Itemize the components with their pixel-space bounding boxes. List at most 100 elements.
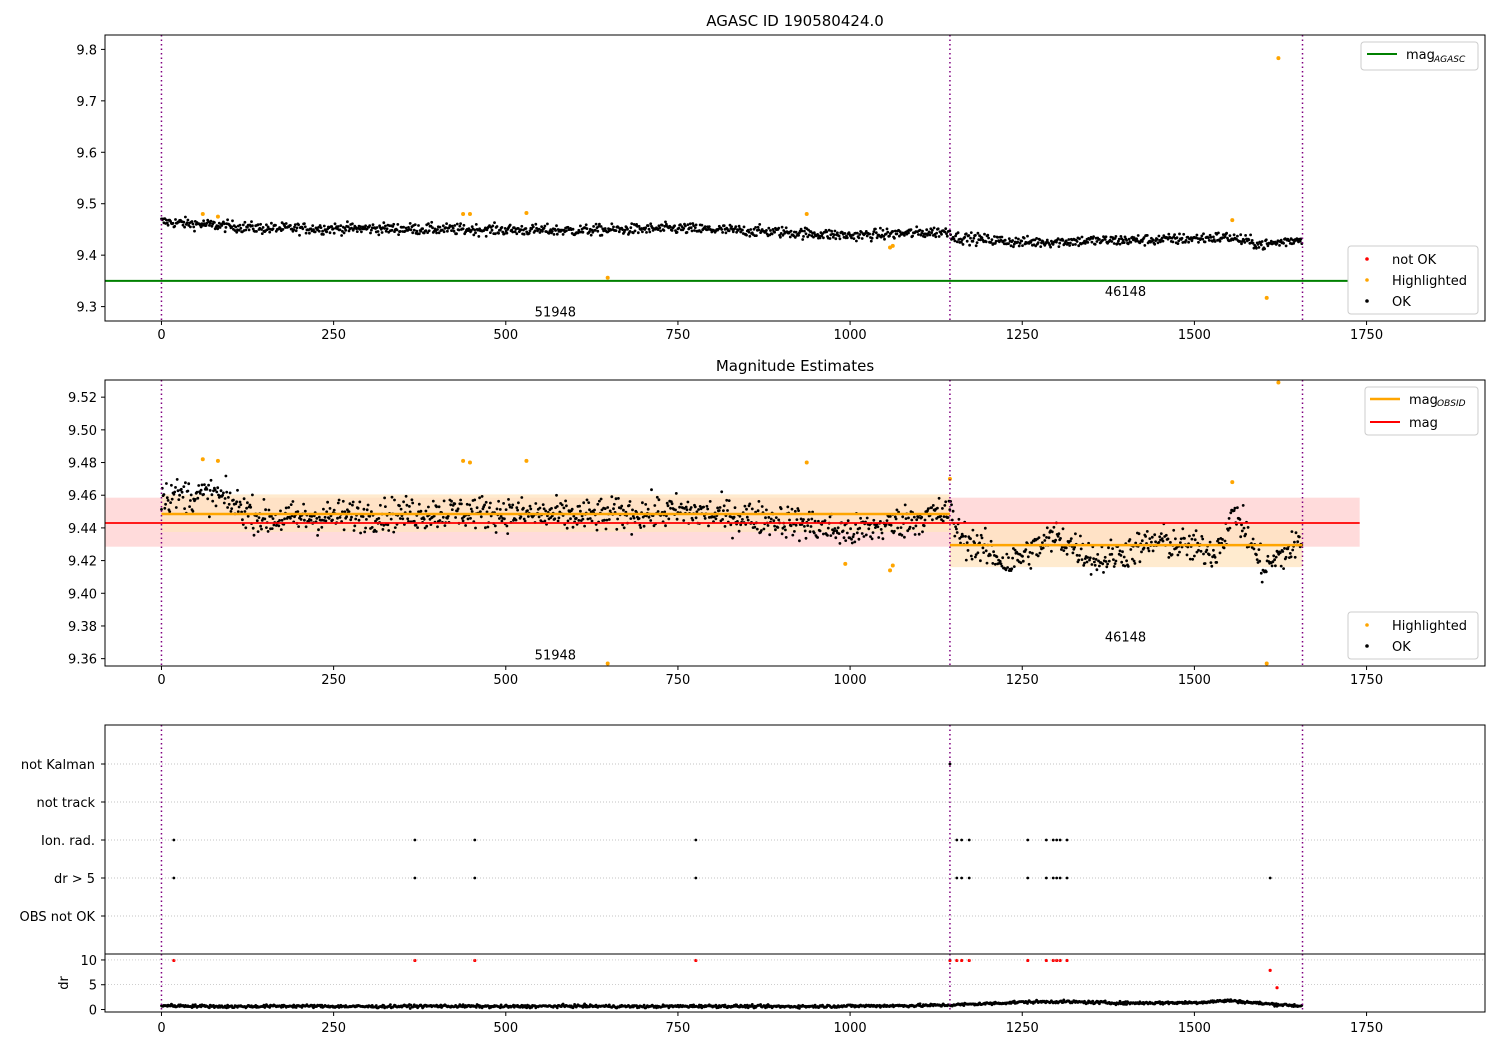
ok-point <box>351 503 354 507</box>
ok-point <box>1240 529 1244 533</box>
ok-point <box>679 502 683 506</box>
highlighted-point <box>1276 56 1281 61</box>
ok-point <box>540 225 543 229</box>
ok-point <box>1279 238 1283 242</box>
ok-point <box>774 516 778 519</box>
ok-point <box>1193 538 1197 542</box>
ok-point <box>309 227 313 231</box>
ok-point <box>542 507 546 511</box>
x-tick-label: 750 <box>666 1021 691 1036</box>
ok-point <box>1007 237 1011 241</box>
highlighted-point <box>947 476 952 481</box>
ok-point <box>474 231 477 235</box>
ok-point <box>484 234 488 238</box>
ok-point <box>641 501 644 505</box>
highlighted-point <box>524 210 529 215</box>
ok-point <box>1160 537 1164 541</box>
ok-point <box>1272 554 1276 558</box>
ok-point <box>807 518 810 522</box>
ok-point <box>223 230 227 234</box>
ok-point <box>257 516 261 519</box>
ok-point <box>633 229 637 233</box>
ok-point <box>565 526 569 530</box>
ok-point <box>581 517 585 521</box>
ok-point <box>303 225 307 229</box>
ok-point <box>1297 535 1301 539</box>
ok-point <box>579 509 582 513</box>
ok-point <box>865 234 869 238</box>
y-tick-label: 9.42 <box>68 555 97 570</box>
ok-point <box>663 224 667 228</box>
ok-point <box>1020 239 1024 243</box>
ok-point <box>872 518 876 522</box>
ok-point <box>1080 235 1084 239</box>
flag-category-label: not track <box>36 796 95 811</box>
x-tick-label: 250 <box>321 1021 346 1036</box>
ok-point <box>222 491 225 495</box>
ok-point <box>879 528 883 531</box>
ok-point <box>1050 549 1053 553</box>
ok-point <box>179 487 183 491</box>
ok-point <box>196 496 200 500</box>
ok-point <box>994 239 998 243</box>
ok-point <box>1240 523 1243 527</box>
ok-point <box>837 532 841 535</box>
ok-point <box>615 527 619 531</box>
ok-point <box>780 225 784 229</box>
ok-point <box>870 236 874 240</box>
ok-point <box>408 510 412 514</box>
ok-point <box>974 233 977 237</box>
ok-point <box>246 225 249 229</box>
ok-point <box>1241 504 1245 507</box>
ok-point <box>677 226 681 230</box>
ok-point <box>584 223 588 227</box>
ok-point <box>391 225 395 228</box>
ok-point <box>309 518 313 522</box>
ok-point <box>162 493 166 496</box>
ok-point <box>1066 241 1070 245</box>
ok-point <box>490 228 494 232</box>
ok-point <box>1092 235 1095 239</box>
y-tick-label: 9.4 <box>76 249 97 264</box>
ok-point <box>1213 240 1217 243</box>
obsid-label: 51948 <box>535 306 576 321</box>
ok-point <box>641 230 644 234</box>
ok-point <box>1296 540 1300 544</box>
dr-not-ok-point <box>694 958 698 963</box>
ok-point <box>170 483 173 487</box>
ok-point <box>675 230 679 234</box>
ok-point <box>808 530 812 534</box>
ok-point <box>478 496 481 500</box>
ok-point <box>806 235 810 239</box>
flag-point <box>473 876 477 880</box>
ok-point <box>452 229 456 233</box>
ok-point <box>544 509 548 513</box>
ok-point <box>658 226 662 230</box>
ok-point <box>1006 566 1009 569</box>
ok-point <box>365 518 368 521</box>
ok-point <box>1269 239 1273 243</box>
ok-point <box>531 225 535 229</box>
ok-point <box>971 239 975 243</box>
dr-not-ok-point <box>413 958 417 963</box>
ok-point <box>402 500 405 504</box>
ok-point <box>398 517 402 520</box>
ok-point <box>935 231 938 235</box>
dr-point <box>555 1006 559 1010</box>
ok-point <box>797 233 800 237</box>
ok-point <box>788 518 791 522</box>
ok-point <box>1093 563 1097 567</box>
x-tick-label: 0 <box>157 673 165 688</box>
highlighted-point <box>467 212 472 217</box>
ok-point <box>1014 236 1018 240</box>
ok-point <box>889 523 893 527</box>
ok-point <box>724 231 728 235</box>
ok-point <box>1134 541 1138 545</box>
ok-point <box>822 236 825 240</box>
ok-point <box>397 233 400 237</box>
ok-point <box>670 229 674 232</box>
ok-point <box>845 531 849 535</box>
ok-point <box>368 224 372 228</box>
ok-point <box>333 222 337 226</box>
ok-point <box>1062 549 1066 552</box>
